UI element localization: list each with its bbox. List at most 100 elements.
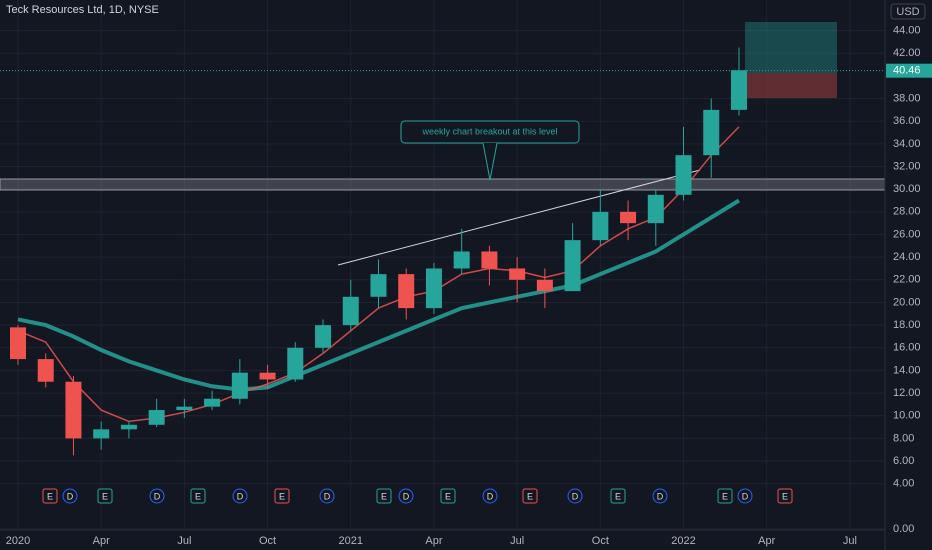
candle-body [481,251,498,269]
y-tick-label: 32.00 [893,160,921,172]
y-tick-label: 16.00 [893,342,921,354]
event-label: E [527,491,533,501]
currency: USD [896,6,919,18]
annotation-pointer [482,142,498,181]
y-tick-label: 0.00 [893,523,914,535]
event-label: D [742,491,749,501]
event-icon [482,488,498,504]
event-icon [149,488,165,504]
event-label: E [279,491,285,501]
candle-body [509,268,526,280]
event-label: E [381,491,387,501]
event-label: D [572,491,579,501]
x-tick-label: Apr [758,535,775,547]
event-icon [190,488,206,504]
event-icon [97,488,113,504]
event-icon [610,488,626,504]
event-icon [42,488,58,504]
long-stop-zone [745,73,837,98]
x-tick-label: 2020 [6,535,30,547]
candle-body [10,327,26,360]
candle-body [620,211,637,224]
candle-body [370,274,387,297]
y-tick-label: 44.00 [893,24,921,36]
event-icon [319,488,335,504]
event-icon [398,488,414,504]
event-icon [522,488,538,504]
candle-body [675,155,692,195]
event-icon [717,488,733,504]
candle-body [592,211,609,241]
y-tick-label: 42.00 [893,47,921,59]
candle-body [287,347,304,380]
candle-body [65,381,82,439]
event-label: E [102,491,108,501]
event-label: D [403,491,410,501]
event-icon [62,488,78,504]
candle-body [564,240,581,292]
y-tick-label: 12.00 [893,387,921,399]
candle-body [315,325,332,348]
event-icon [777,488,793,504]
x-tick-label: 2022 [671,535,695,547]
event-label: D [487,491,494,501]
event-label: D [324,491,331,501]
event-label: E [195,491,201,501]
event-label: D [67,491,74,501]
candle-body [37,359,54,382]
candle-body [536,279,553,292]
x-tick-label: Apr [425,535,442,547]
y-tick-label: 20.00 [893,296,921,308]
y-tick-label: 26.00 [893,228,921,240]
last-price-tag [886,63,932,78]
event-icon [376,488,392,504]
event-icon [652,488,668,504]
candle-body [453,251,470,269]
event-label: E [47,491,53,501]
y-tick-label: 24.00 [893,251,921,263]
y-tick-label: 38.00 [893,92,921,104]
candle-body [342,296,359,326]
x-tick-label: Jul [843,535,857,547]
candle-body [647,194,664,224]
candle-body [204,398,221,407]
event-icon [567,488,583,504]
candle-body [148,410,165,425]
currency-box [890,3,926,20]
candle-body [703,109,720,156]
y-tick-label: 30.00 [893,183,921,195]
candle-body [730,70,747,110]
event-label: E [445,491,451,501]
candle-body [93,429,110,439]
event-label: E [615,491,621,501]
candle-body [425,268,442,309]
y-tick-label: 8.00 [893,432,914,444]
event-label: D [657,491,664,501]
breakout-zone [0,178,886,191]
x-tick-label: Oct [259,535,276,547]
moving-average [17,198,741,392]
event-icon [232,488,248,504]
y-tick-label: 4.00 [893,478,914,490]
chart-title: Teck Resources Ltd, 1D, NYSE [6,4,159,16]
event-label: D [237,491,244,501]
event-icon [737,488,753,504]
candle-body [120,424,137,430]
x-tick-label: Jul [510,535,524,547]
candle-body [231,372,248,399]
event-label: D [154,491,161,501]
y-tick-label: 14.00 [893,364,921,376]
event-icon [274,488,290,504]
annotation: weekly chart breakout at this level [421,126,557,136]
x-tick-label: Oct [592,535,609,547]
long-target-zone [745,22,837,73]
candle-body [259,372,276,380]
event-label: E [782,491,788,501]
trend-line [337,169,701,266]
y-tick-label: 10.00 [893,410,921,422]
y-tick-label: 6.00 [893,455,914,467]
event-icon [440,488,456,504]
last-price: 40.46 [893,65,921,77]
